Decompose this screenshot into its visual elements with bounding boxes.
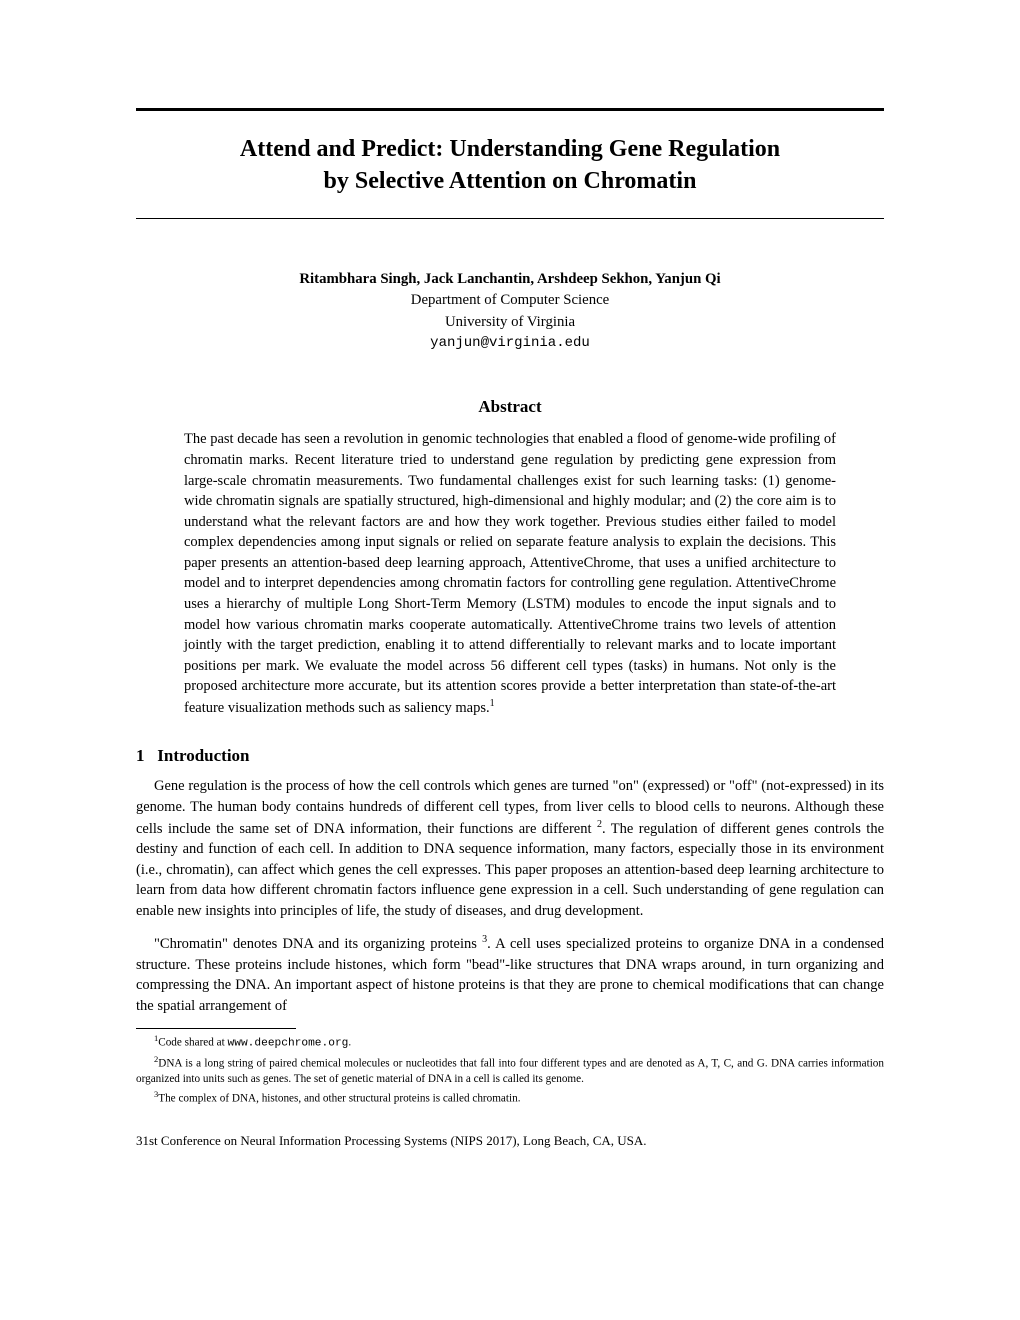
abstract-text: The past decade has seen a revolution in… bbox=[184, 431, 836, 715]
top-rule bbox=[136, 108, 884, 111]
university: University of Virginia bbox=[136, 312, 884, 333]
authors: Ritambhara Singh, Jack Lanchantin, Arshd… bbox=[136, 269, 884, 290]
footnote-1-b: . bbox=[348, 1037, 351, 1049]
section-1-heading: 1 Introduction bbox=[136, 746, 884, 766]
abstract-heading: Abstract bbox=[136, 397, 884, 417]
title-line-1: Attend and Predict: Understanding Gene R… bbox=[240, 136, 780, 162]
footnote-1-code: www.deepchrome.org bbox=[228, 1038, 349, 1050]
mid-rule bbox=[136, 218, 884, 219]
email: yanjun@virginia.edu bbox=[136, 333, 884, 353]
para2-a: "Chromatin" denotes DNA and its organizi… bbox=[154, 936, 482, 952]
abstract-footnote-ref: 1 bbox=[490, 698, 495, 709]
intro-para-1: Gene regulation is the process of how th… bbox=[136, 776, 884, 921]
footnote-2-text: DNA is a long string of paired chemical … bbox=[136, 1058, 884, 1085]
title-line-2: by Selective Attention on Chromatin bbox=[324, 168, 697, 194]
footnote-2: 2DNA is a long string of paired chemical… bbox=[136, 1054, 884, 1087]
authors-block: Ritambhara Singh, Jack Lanchantin, Arshd… bbox=[136, 269, 884, 354]
section-1-number: 1 bbox=[136, 746, 145, 765]
section-1-title: Introduction bbox=[157, 746, 249, 765]
footnote-rule bbox=[136, 1028, 296, 1029]
abstract-body: The past decade has seen a revolution in… bbox=[184, 429, 836, 718]
footnote-3-text: The complex of DNA, histones, and other … bbox=[158, 1093, 520, 1105]
footnote-3: 3The complex of DNA, histones, and other… bbox=[136, 1089, 884, 1107]
paper-title: Attend and Predict: Understanding Gene R… bbox=[136, 133, 884, 198]
paper-page: Attend and Predict: Understanding Gene R… bbox=[0, 0, 1020, 1209]
intro-para-2: "Chromatin" denotes DNA and its organizi… bbox=[136, 933, 884, 1016]
department: Department of Computer Science bbox=[136, 290, 884, 311]
footnote-1: 1Code shared at www.deepchrome.org. bbox=[136, 1033, 884, 1052]
footnote-1-a: Code shared at bbox=[158, 1037, 227, 1049]
venue: 31st Conference on Neural Information Pr… bbox=[136, 1133, 884, 1149]
